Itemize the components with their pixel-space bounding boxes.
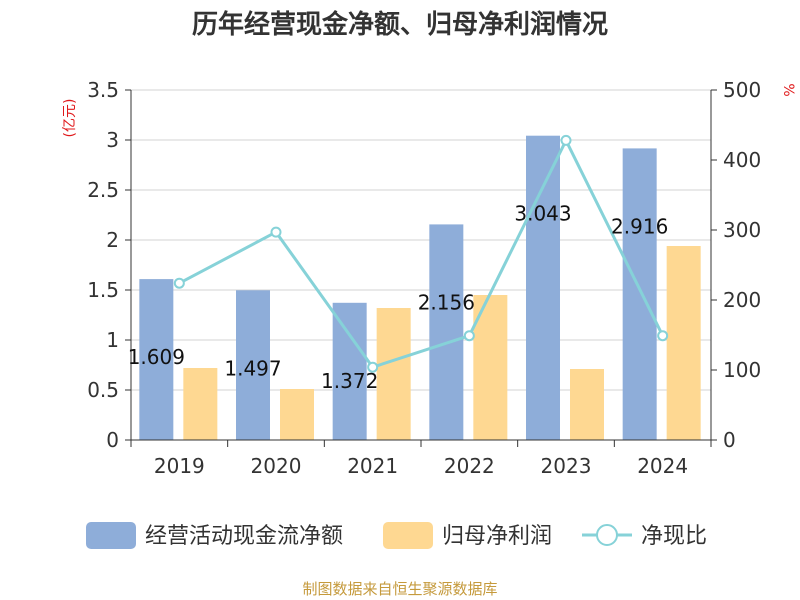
legend: 经营活动现金流净额 归母净利润 净现比 xyxy=(86,522,707,549)
left-tick-label: 2.5 xyxy=(87,178,119,202)
data-label: 1.497 xyxy=(224,356,281,380)
right-tick-label: 100 xyxy=(723,358,761,382)
x-tick-label: 2019 xyxy=(154,454,205,478)
axes: 0 0.5 1 1.5 2 2.5 3 3.5 0 100 200 300 400 500 (亿元)% 201… xyxy=(62,78,796,478)
bar-operating-cash-flow xyxy=(429,224,464,440)
bar-net-profit xyxy=(280,389,314,440)
x-tick-label: 2023 xyxy=(541,454,592,478)
data-label: 2.916 xyxy=(611,214,668,238)
x-tick-label: 2022 xyxy=(444,454,495,478)
right-tick-label: 500 xyxy=(723,78,761,102)
bar-net-profit xyxy=(376,308,411,440)
data-label: 1.372 xyxy=(321,369,378,393)
data-labels: 1.609 1.497 1.372 2.156 3.043 2.916 xyxy=(128,202,669,393)
bar-operating-cash-flow xyxy=(622,148,657,440)
right-tick-label: 200 xyxy=(723,288,761,312)
grid-lines xyxy=(131,89,711,391)
bar-net-profit xyxy=(183,368,218,440)
ratio-line-series xyxy=(173,134,669,373)
ratio-line xyxy=(178,138,665,369)
left-tick-label: 3.5 xyxy=(87,78,119,102)
ratio-point xyxy=(657,330,669,342)
left-tick-label: 1.5 xyxy=(87,278,119,302)
x-tick-label: 2024 xyxy=(637,454,688,478)
bar-operating-cash-flow xyxy=(526,135,560,440)
bar-operating-cash-flow xyxy=(236,290,270,440)
ratio-point xyxy=(367,361,379,373)
legend-swatch-net-profit xyxy=(383,522,433,549)
left-tick-label: 2 xyxy=(106,228,119,252)
legend-label-net-profit: 归母净利润 xyxy=(442,524,552,549)
legend-swatch-operating-cash-flow xyxy=(86,522,136,549)
left-tick-label: 3 xyxy=(106,128,119,152)
right-axis-unit: % xyxy=(780,83,796,96)
left-tick-label: 0 xyxy=(106,428,119,452)
legend-marker-ratio xyxy=(596,524,618,546)
right-tick-label: 300 xyxy=(723,218,761,242)
ratio-point xyxy=(270,226,282,238)
bars xyxy=(139,135,701,440)
legend-label-operating-cash-flow: 经营活动现金流净额 xyxy=(145,524,343,549)
data-label: 2.156 xyxy=(418,290,475,314)
ratio-point xyxy=(560,134,572,146)
left-tick-label: 0.5 xyxy=(87,378,119,402)
x-tick-label: 2021 xyxy=(347,454,398,478)
left-axis-unit: (亿元) xyxy=(62,99,78,138)
source-note: 制图数据来自恒生聚源数据库 xyxy=(302,580,497,598)
bar-net-profit xyxy=(570,369,604,440)
chart-title: 历年经营现金净额、归母净利润情况 xyxy=(192,9,608,40)
bar-operating-cash-flow xyxy=(139,279,174,440)
x-tick-label: 2020 xyxy=(251,454,302,478)
ratio-point xyxy=(463,330,475,342)
right-tick-label: 0 xyxy=(723,428,736,452)
right-tick-label: 400 xyxy=(723,148,761,172)
bar-net-profit xyxy=(666,246,701,440)
ratio-point xyxy=(173,277,185,289)
data-label: 1.609 xyxy=(128,345,185,369)
left-tick-label: 1 xyxy=(106,328,119,352)
data-label: 3.043 xyxy=(514,202,571,226)
legend-label-ratio: 净现比 xyxy=(641,524,707,549)
bar-operating-cash-flow xyxy=(332,302,367,440)
